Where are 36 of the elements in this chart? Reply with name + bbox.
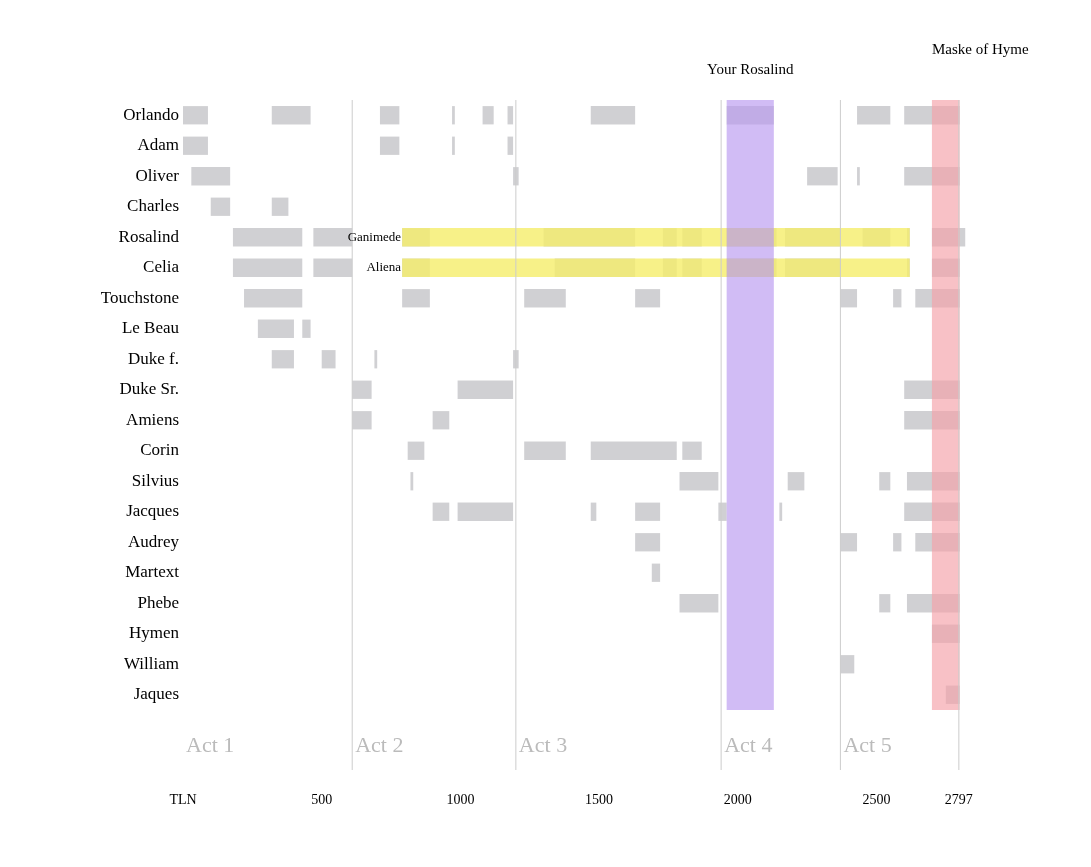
ref-line-label: Act 4 <box>724 731 773 757</box>
y-tick-label: William <box>123 653 179 673</box>
y-tick-label: Corin <box>140 440 180 460</box>
x-tick-label: 2797 <box>944 792 973 808</box>
band-label: Your Rosalind <box>707 60 794 77</box>
y-tick-label: Oliver <box>135 165 180 185</box>
y-tick-label: Phebe <box>137 592 179 612</box>
ref-line-label: Act 2 <box>355 731 404 757</box>
data-label: Ganimede <box>347 228 402 244</box>
y-tick-label: Adam <box>137 135 179 155</box>
y-tick-label: Rosalind <box>118 226 180 246</box>
y-tick-label: Martext <box>125 562 180 582</box>
y-tick-label: Duke f. <box>128 348 179 368</box>
x-tick-label: 500 <box>311 792 333 808</box>
y-tick-label: Le Beau <box>121 318 180 338</box>
x-tick-label: 2500 <box>862 792 891 808</box>
y-tick-label: Celia <box>143 257 180 277</box>
y-tick-label: Jaques <box>133 684 179 704</box>
ref-line-label: Act 5 <box>843 731 892 757</box>
x-tick-label: TLN <box>169 792 197 808</box>
y-tick-label: Amiens <box>126 409 179 429</box>
ref-line-label: Act 3 <box>518 731 568 757</box>
y-tick-label: Jacques <box>126 501 179 521</box>
x-tick-label: 1500 <box>585 792 614 808</box>
data-label: Aliena <box>366 259 402 275</box>
text: Act 1 <box>186 731 235 757</box>
y-tick-label: Duke Sr. <box>119 379 179 399</box>
y-tick-label: Orlando <box>123 104 179 124</box>
y-tick-label: Touchstone <box>100 287 179 307</box>
y-tick-label: Charles <box>127 196 179 216</box>
y-tick-label: Silvius <box>131 470 179 490</box>
band-label: Maske of Hyme <box>931 40 1029 57</box>
x-tick-label: 1000 <box>446 792 475 808</box>
y-tick-label: Hymen <box>128 623 180 643</box>
y-tick-label: Audrey <box>128 531 180 551</box>
x-tick-label: 2000 <box>723 792 752 808</box>
